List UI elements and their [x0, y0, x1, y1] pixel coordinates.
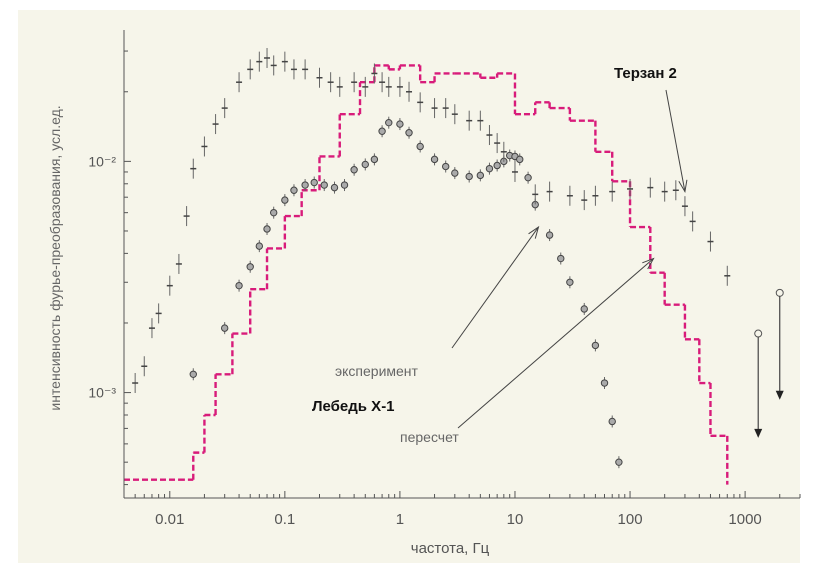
data-point — [320, 181, 328, 189]
data-point — [608, 417, 616, 426]
y-tick-label: 10⁻² — [88, 153, 116, 169]
x-tick-label: 1 — [396, 511, 404, 528]
data-point — [235, 281, 243, 290]
x-tick-label: 1000 — [728, 511, 761, 528]
data-point — [615, 458, 623, 466]
annotation-arrow — [457, 258, 654, 429]
data-point — [340, 181, 349, 189]
data-point — [580, 305, 588, 313]
annotation-terzan-2: Терзан 2 — [614, 65, 677, 82]
data-point — [524, 173, 532, 182]
data-point — [416, 142, 424, 151]
data-point — [378, 127, 386, 135]
data-point — [545, 231, 554, 239]
annotation-arrowhead — [678, 179, 688, 194]
data-point — [385, 118, 393, 127]
data-point — [189, 370, 197, 378]
y-axis-label: интенсивность фурье-преобразования, усл.… — [47, 105, 63, 410]
data-point — [442, 162, 450, 171]
annotation-arrow — [451, 226, 539, 349]
data-point — [269, 208, 278, 217]
annotation-layer — [451, 89, 784, 438]
data-point — [301, 181, 309, 189]
x-tick-label: 100 — [618, 511, 643, 528]
data-point — [557, 254, 565, 263]
y-tick-label: 10⁻³ — [88, 385, 116, 401]
x-tick-label: 0.1 — [274, 511, 295, 528]
data-point — [263, 225, 271, 233]
data-point — [591, 341, 600, 350]
data-point — [396, 120, 404, 128]
annotation-arrowhead — [528, 225, 540, 239]
upper-limit-arrowhead — [754, 428, 763, 438]
x-tick-label: 0.01 — [155, 511, 184, 528]
plot-background — [18, 10, 800, 563]
annotation-experiment: эксперимент — [335, 363, 419, 379]
data-point — [350, 166, 358, 174]
data-point — [281, 196, 289, 204]
annotation-arrow — [665, 89, 686, 192]
data-point — [485, 164, 494, 173]
annotation-arrowhead — [642, 257, 655, 270]
data-point — [600, 379, 609, 387]
annotation-recalculation: пересчет — [400, 429, 459, 445]
data-point — [370, 155, 379, 164]
data-point — [405, 129, 413, 137]
data-point — [330, 183, 339, 192]
data-point — [255, 242, 264, 250]
x-axis-label: частота, Гц — [411, 540, 490, 557]
data-point — [465, 172, 473, 181]
data-point — [451, 169, 459, 177]
data-point — [361, 160, 369, 169]
data-point — [310, 178, 318, 187]
data-point — [493, 161, 501, 170]
x-tick-label: 10 — [507, 511, 524, 528]
data-point — [566, 278, 574, 286]
series-layer — [124, 47, 731, 485]
data-point — [290, 186, 298, 194]
data-point — [476, 171, 485, 180]
data-point — [220, 324, 229, 332]
data-point — [246, 263, 254, 271]
data-point — [430, 155, 439, 164]
axes-layer: 0.01 0.1 1 10 100 1000 10⁻² 10⁻³ — [88, 30, 801, 528]
upper-limit-arrowhead — [775, 390, 784, 400]
data-point — [516, 155, 524, 164]
annotation-cygnus-x1: Лебедь X-1 — [312, 398, 395, 415]
